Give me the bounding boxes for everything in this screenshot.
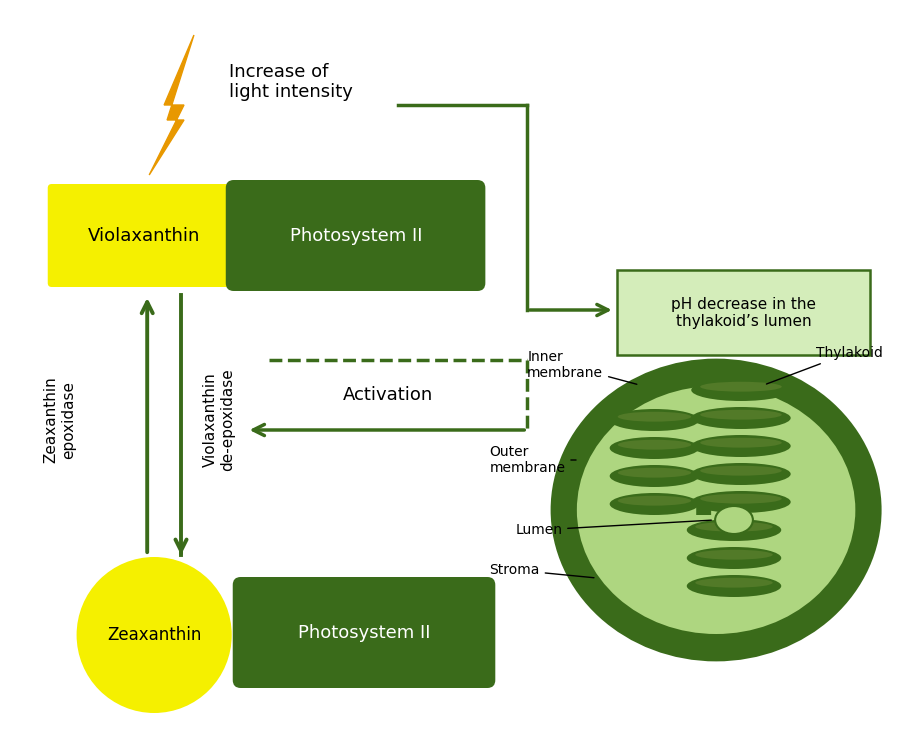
Ellipse shape — [609, 465, 699, 487]
Polygon shape — [149, 35, 194, 175]
FancyBboxPatch shape — [233, 577, 495, 688]
Ellipse shape — [687, 575, 781, 597]
Ellipse shape — [691, 379, 791, 401]
Circle shape — [76, 557, 231, 713]
Ellipse shape — [696, 522, 773, 531]
Ellipse shape — [617, 439, 691, 450]
Ellipse shape — [617, 468, 691, 478]
Text: Outer
membrane: Outer membrane — [490, 445, 576, 475]
Ellipse shape — [617, 496, 691, 505]
Ellipse shape — [696, 578, 773, 588]
Ellipse shape — [617, 412, 691, 422]
Text: Violaxanthin
de-epoxidase: Violaxanthin de-epoxidase — [202, 368, 235, 471]
Text: Stroma: Stroma — [490, 563, 594, 578]
FancyBboxPatch shape — [226, 180, 485, 291]
Ellipse shape — [700, 410, 782, 419]
Ellipse shape — [577, 386, 855, 634]
Polygon shape — [699, 502, 716, 508]
Ellipse shape — [716, 506, 753, 534]
Text: Thylakoid: Thylakoid — [767, 346, 882, 384]
Ellipse shape — [691, 463, 791, 485]
Ellipse shape — [552, 360, 880, 660]
Polygon shape — [697, 495, 711, 515]
Ellipse shape — [700, 438, 782, 448]
Ellipse shape — [691, 407, 791, 429]
Text: pH decrease in the
thylakoid’s lumen: pH decrease in the thylakoid’s lumen — [671, 297, 816, 329]
Ellipse shape — [696, 550, 773, 559]
Ellipse shape — [691, 435, 791, 457]
Text: Lumen: Lumen — [515, 520, 711, 537]
Ellipse shape — [687, 519, 781, 541]
Text: Inner
membrane: Inner membrane — [527, 350, 637, 385]
Ellipse shape — [700, 382, 782, 392]
Ellipse shape — [700, 466, 782, 476]
Ellipse shape — [609, 437, 699, 459]
Text: Increase of
light intensity: Increase of light intensity — [229, 62, 353, 102]
Ellipse shape — [687, 547, 781, 569]
Text: Zeaxanthin
epoxidase: Zeaxanthin epoxidase — [43, 376, 76, 463]
Text: Zeaxanthin: Zeaxanthin — [107, 626, 202, 644]
Ellipse shape — [609, 493, 699, 515]
Text: Photosystem II: Photosystem II — [298, 624, 430, 642]
Ellipse shape — [700, 494, 782, 504]
FancyBboxPatch shape — [616, 270, 870, 355]
FancyBboxPatch shape — [48, 184, 239, 287]
Text: Photosystem II: Photosystem II — [290, 227, 422, 245]
Ellipse shape — [691, 491, 791, 513]
Ellipse shape — [609, 409, 699, 431]
Text: Activation: Activation — [343, 386, 433, 404]
Text: Violaxanthin: Violaxanthin — [88, 227, 201, 245]
